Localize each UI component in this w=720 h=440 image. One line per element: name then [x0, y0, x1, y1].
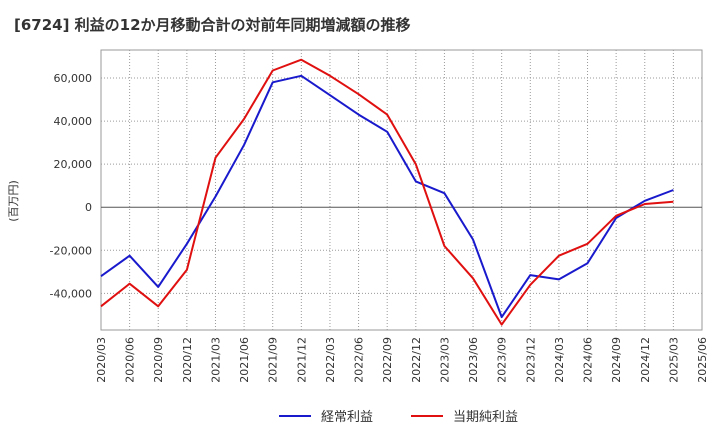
- series-line-当期純利益: [100, 58, 674, 326]
- series-group: [100, 58, 674, 326]
- x-tick-label: 2023/09: [496, 337, 509, 383]
- y-axis: -40,000 -20,000 0 20,000 40,000 60,000: [50, 72, 92, 300]
- x-tick-label: 2021/09: [267, 337, 280, 383]
- x-tick-label: 2023/06: [467, 337, 480, 383]
- x-tick-label: 2023/03: [438, 337, 451, 383]
- legend-label: 当期純利益: [453, 410, 518, 425]
- x-tick-label: 2020/09: [152, 337, 165, 383]
- x-tick-label: 2021/12: [295, 337, 308, 383]
- x-tick-label: 2022/03: [324, 337, 337, 383]
- x-tick-label: 2024/12: [639, 337, 652, 383]
- x-tick-label: 2021/03: [209, 337, 222, 383]
- x-tick-label: 2020/06: [124, 337, 137, 383]
- series-line-経常利益: [100, 74, 674, 319]
- y-axis-label: (百万円): [7, 180, 20, 222]
- plot-area: [100, 49, 703, 331]
- x-axis: 2020/03 2020/06 2020/09 2020/12 2021/03 2021/…: [95, 337, 709, 383]
- y-tick-label: 40,000: [54, 115, 93, 128]
- grid: [100, 50, 703, 330]
- plot-frame: [100, 49, 703, 331]
- legend-label: 経常利益: [321, 410, 373, 425]
- x-tick-label: 2025/03: [667, 337, 680, 383]
- y-tick-label: -40,000: [50, 287, 92, 300]
- x-tick-label: 2022/06: [353, 337, 366, 383]
- x-tick-label: 2022/09: [381, 337, 394, 383]
- x-tick-label: 2020/12: [181, 337, 194, 383]
- x-tick-label: 2025/06: [696, 337, 709, 383]
- x-tick-label: 2020/03: [95, 337, 108, 383]
- y-tick-label: 60,000: [54, 72, 93, 85]
- chart-title: [6724] 利益の12か月移動合計の対前年同期増減額の推移: [14, 16, 411, 34]
- y-tick-label: 0: [85, 201, 92, 214]
- x-tick-label: 2022/12: [410, 337, 423, 383]
- x-tick-label: 2024/06: [582, 337, 595, 383]
- legend: 経常利益 当期純利益: [279, 410, 518, 425]
- x-tick-label: 2021/06: [238, 337, 251, 383]
- x-tick-label: 2023/12: [524, 337, 537, 383]
- x-tick-label: 2024/03: [553, 337, 566, 383]
- y-tick-label: -20,000: [50, 244, 92, 257]
- x-tick-label: 2024/09: [610, 337, 623, 383]
- y-tick-label: 20,000: [54, 158, 93, 171]
